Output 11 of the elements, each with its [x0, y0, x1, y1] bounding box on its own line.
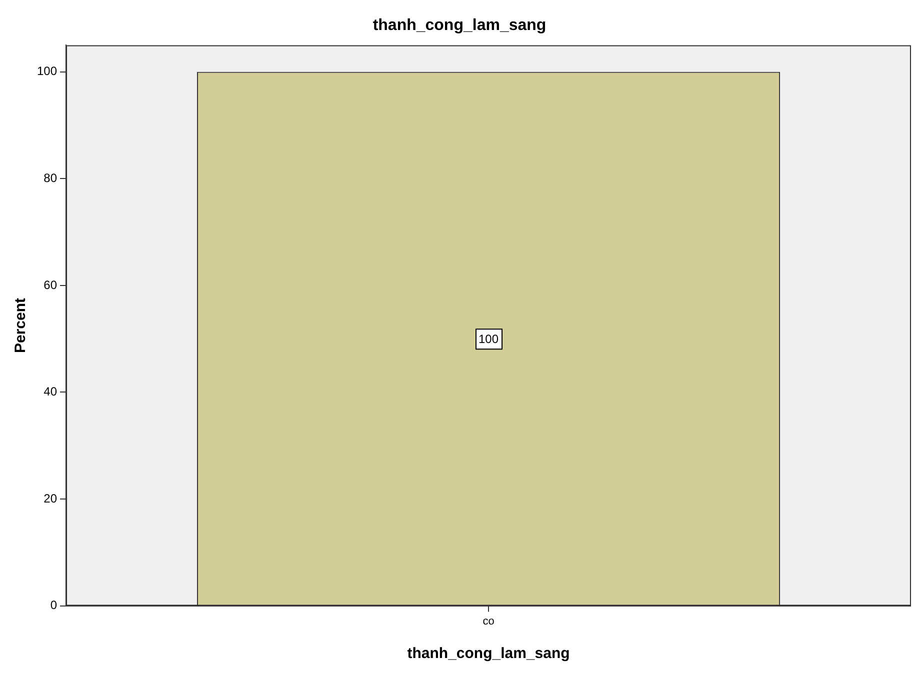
y-tick-label: 0	[50, 598, 58, 612]
y-tick-label: 20	[44, 491, 58, 506]
x-tick-label: co	[482, 615, 494, 628]
data-label: 100	[478, 332, 499, 346]
y-tick-label: 40	[44, 384, 58, 399]
chart-title: thanh_cong_lam_sang	[372, 17, 546, 34]
y-tick-label: 80	[44, 170, 58, 185]
y-axis-title: Percent	[12, 298, 30, 354]
x-axis-title: thanh_cong_lam_sang	[407, 645, 570, 662]
y-tick-label: 100	[36, 64, 58, 78]
y-tick-label: 60	[44, 278, 58, 292]
